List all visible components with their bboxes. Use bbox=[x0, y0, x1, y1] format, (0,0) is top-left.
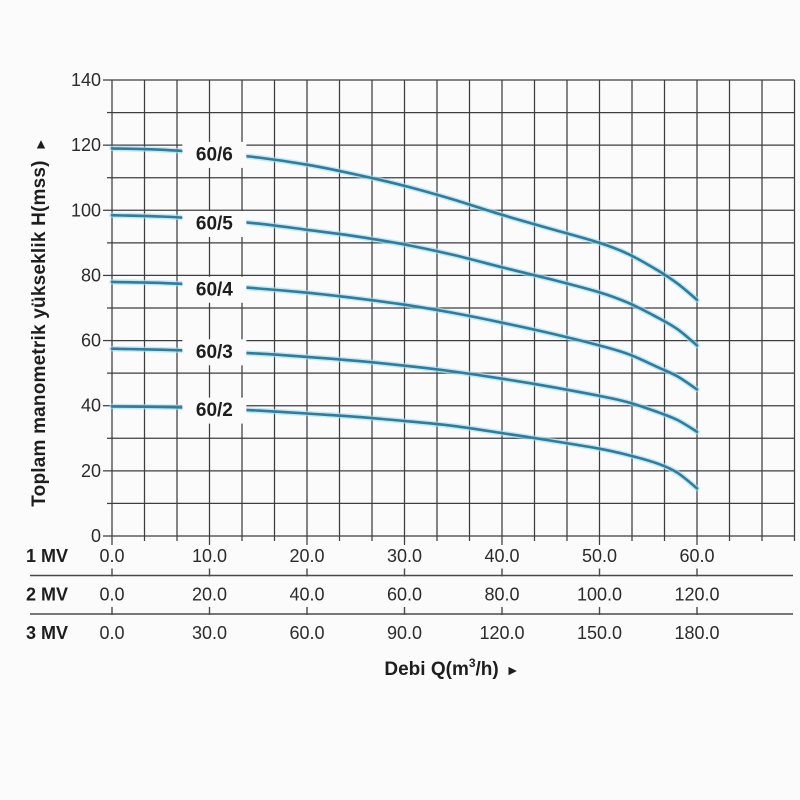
y-tick-label: 0 bbox=[91, 526, 101, 546]
scale-value: 0.0 bbox=[99, 546, 124, 566]
scale-row-label-2-mv: 2 MV bbox=[26, 585, 68, 605]
curve-label-chip-60-6 bbox=[182, 141, 247, 168]
curve-label-chip-60-3 bbox=[182, 339, 247, 366]
curve-label-chip-60-5 bbox=[182, 210, 247, 237]
x-axis-title-sup: 3 bbox=[468, 655, 476, 670]
curve-label-60-4: 60/4 bbox=[196, 279, 233, 300]
scale-value: 120.0 bbox=[479, 623, 524, 643]
scale-value: 60.0 bbox=[387, 585, 422, 605]
y-tick-label: 40 bbox=[81, 396, 101, 416]
scale-value: 50.0 bbox=[582, 546, 617, 566]
y-tick-label: 100 bbox=[71, 200, 101, 220]
scale-value: 150.0 bbox=[577, 623, 622, 643]
y-tick-label: 120 bbox=[71, 135, 101, 155]
y-axis-arrow-icon: ► bbox=[32, 137, 48, 152]
scale-value: 80.0 bbox=[484, 585, 519, 605]
curve-label-60-2: 60/2 bbox=[196, 400, 233, 421]
scale-value: 40.0 bbox=[484, 546, 519, 566]
y-axis-title-text: Toplam manometrik yükseklik H(mss) bbox=[29, 160, 50, 507]
y-tick-label: 60 bbox=[81, 331, 101, 351]
curve-label-60-5: 60/5 bbox=[196, 213, 233, 234]
curve-label-chip-60-2 bbox=[182, 397, 247, 424]
x-axis-title: Debi Q(m3/h) ► bbox=[384, 655, 520, 681]
y-tick-label: 140 bbox=[71, 70, 101, 90]
y-tick-label: 20 bbox=[81, 461, 101, 481]
scale-value: 40.0 bbox=[289, 585, 324, 605]
scale-value: 0.0 bbox=[99, 623, 124, 643]
scale-value: 0.0 bbox=[99, 585, 124, 605]
curve-label-60-6: 60/6 bbox=[196, 144, 233, 165]
scale-row-label-3-mv: 3 MV bbox=[26, 623, 68, 643]
scale-value: 90.0 bbox=[387, 623, 422, 643]
x-axis-arrow-icon: ► bbox=[505, 662, 520, 679]
x-axis-title-prefix: Debi Q(m bbox=[384, 659, 469, 681]
scale-value: 60.0 bbox=[289, 623, 324, 643]
scale-value: 30.0 bbox=[192, 623, 227, 643]
scale-value: 100.0 bbox=[577, 585, 622, 605]
scale-value: 120.0 bbox=[674, 585, 719, 605]
x-axis-title-suffix: /h) bbox=[475, 659, 499, 681]
scale-row-label-1-mv: 1 MV bbox=[26, 546, 68, 566]
scale-value: 10.0 bbox=[192, 546, 227, 566]
y-tick-label: 80 bbox=[81, 265, 101, 285]
scale-value: 20.0 bbox=[289, 546, 324, 566]
curve-label-chip-60-4 bbox=[182, 276, 247, 303]
scale-value: 60.0 bbox=[679, 546, 714, 566]
curve-label-60-3: 60/3 bbox=[196, 342, 233, 363]
scale-value: 30.0 bbox=[387, 546, 422, 566]
scale-value: 20.0 bbox=[192, 585, 227, 605]
scale-value: 180.0 bbox=[674, 623, 719, 643]
y-axis-title: Toplam manometrik yükseklik H(mss) ► bbox=[29, 137, 51, 507]
